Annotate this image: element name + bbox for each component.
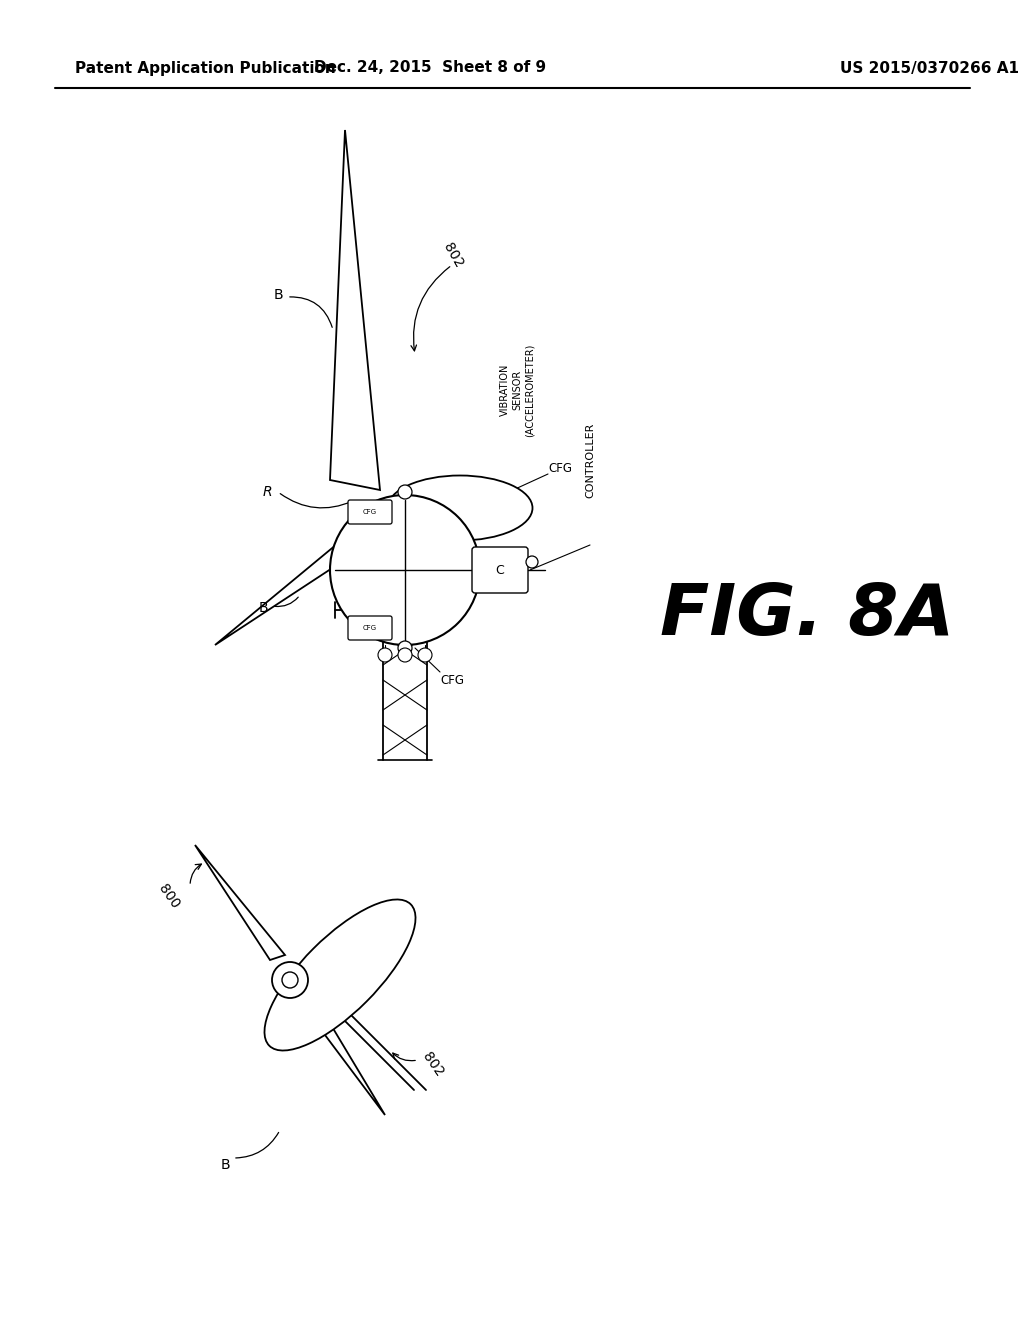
Circle shape (398, 484, 412, 499)
Text: CFG: CFG (440, 673, 464, 686)
Text: VIBRATION
SENSOR
(ACCELEROMETER): VIBRATION SENSOR (ACCELEROMETER) (500, 343, 535, 437)
Circle shape (272, 962, 308, 998)
Text: Dec. 24, 2015  Sheet 8 of 9: Dec. 24, 2015 Sheet 8 of 9 (314, 61, 546, 75)
Text: B: B (258, 601, 268, 615)
Text: US 2015/0370266 A1: US 2015/0370266 A1 (840, 61, 1019, 75)
FancyBboxPatch shape (472, 546, 528, 593)
Circle shape (398, 648, 412, 663)
Text: C: C (496, 564, 505, 577)
Text: 802: 802 (440, 240, 465, 269)
Text: CFG: CFG (362, 624, 377, 631)
Text: B: B (220, 1158, 230, 1172)
Circle shape (398, 642, 412, 655)
Text: Patent Application Publication: Patent Application Publication (75, 61, 336, 75)
Ellipse shape (264, 899, 416, 1051)
Text: CFG: CFG (548, 462, 572, 474)
Ellipse shape (387, 475, 532, 540)
Polygon shape (295, 990, 385, 1115)
FancyBboxPatch shape (348, 616, 392, 640)
Text: 800: 800 (156, 882, 182, 912)
Text: R: R (262, 484, 272, 499)
Polygon shape (330, 129, 380, 490)
Circle shape (330, 495, 480, 645)
Circle shape (418, 648, 432, 663)
Circle shape (378, 648, 392, 663)
Circle shape (526, 556, 538, 568)
Circle shape (282, 972, 298, 987)
Polygon shape (195, 845, 285, 960)
Polygon shape (215, 525, 375, 645)
FancyBboxPatch shape (348, 500, 392, 524)
Text: FIG. 8A: FIG. 8A (660, 581, 954, 649)
Text: CFG: CFG (362, 510, 377, 515)
Text: B: B (273, 288, 283, 302)
Text: 802: 802 (420, 1051, 446, 1080)
Text: CONTROLLER: CONTROLLER (585, 422, 595, 498)
